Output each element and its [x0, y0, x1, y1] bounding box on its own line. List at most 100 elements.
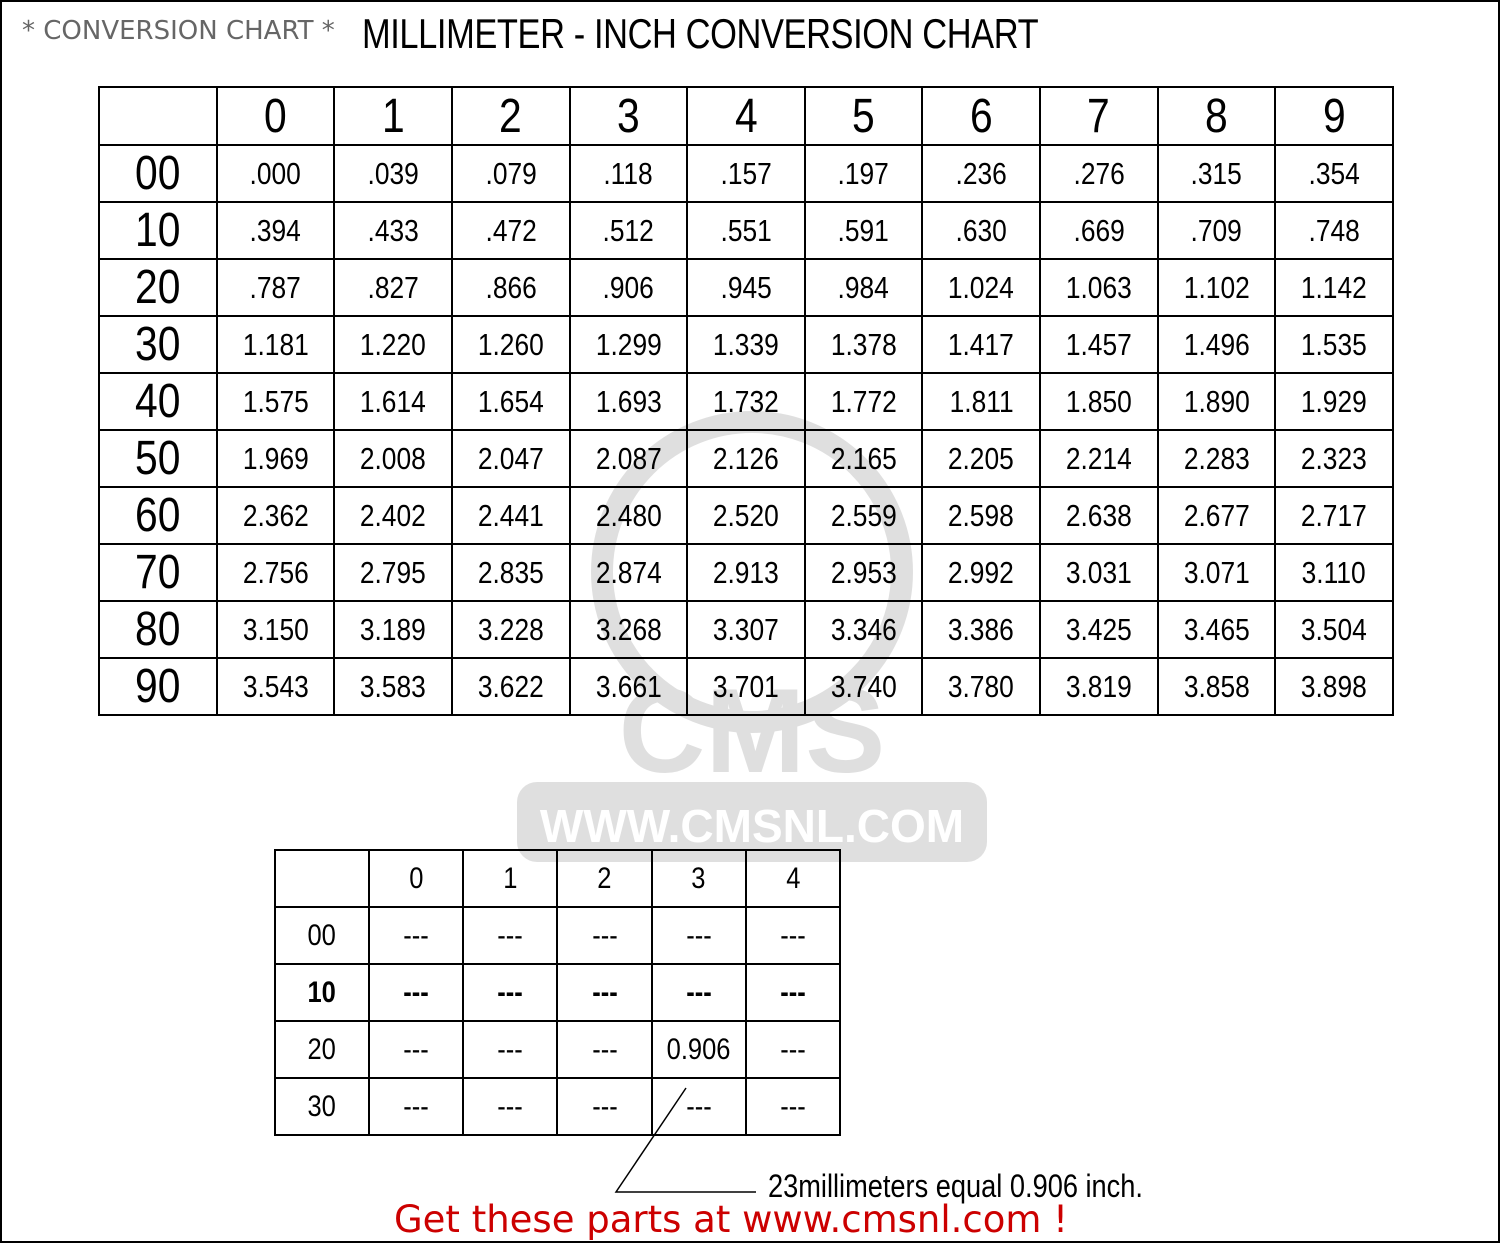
value-cell: 3.228: [450, 600, 571, 659]
row-header: 60: [98, 486, 218, 545]
value-cell: .748: [1274, 201, 1394, 260]
row-header: 00: [98, 144, 218, 203]
value-cell: .591: [803, 201, 924, 260]
table-row: 10 --- --- --- --- ---: [273, 963, 842, 1022]
cell-value: 2.756: [242, 554, 309, 590]
value-cell: 3.858: [1156, 657, 1277, 716]
table-row: 30 --- --- --- --- ---: [273, 1077, 842, 1136]
value-cell: ---: [556, 1020, 653, 1079]
cell-value: 1.969: [242, 440, 309, 476]
cell-value: 3.465: [1183, 611, 1250, 647]
table-row: 50 1.969 2.008 2.047 2.087 2.126 2.165 2.205 2.2…: [98, 429, 1394, 488]
corner-cell: [98, 86, 218, 146]
cell-value: 2.402: [360, 497, 427, 533]
value-cell: ---: [368, 1020, 465, 1079]
value-cell: 2.008: [333, 429, 453, 488]
value-cell: 1.693: [568, 372, 689, 431]
value-cell: .197: [803, 144, 924, 203]
table-row: 40 1.575 1.614 1.654 1.693 1.732 1.772 1.811 1.8…: [98, 372, 1394, 431]
value-cell: 3.150: [215, 600, 336, 659]
value-cell: .394: [215, 201, 336, 260]
value-cell: 2.559: [803, 486, 924, 545]
value-cell: 3.701: [686, 657, 806, 716]
column-header: 5: [803, 86, 924, 146]
cell-value: 3.071: [1183, 554, 1250, 590]
column-header-label: 9: [1322, 89, 1346, 143]
value-cell: 3.622: [450, 657, 571, 716]
cell-value: 3.504: [1301, 611, 1368, 647]
value-cell: .433: [333, 201, 453, 260]
value-cell: 3.583: [333, 657, 453, 716]
value-cell: 1.299: [568, 315, 689, 374]
value-cell: 2.402: [333, 486, 453, 545]
value-cell: ---: [556, 906, 653, 965]
cell-value: ---: [591, 1032, 618, 1066]
cell-value: .551: [720, 212, 772, 248]
cell-value: 2.047: [477, 440, 544, 476]
value-cell: ---: [462, 1020, 559, 1079]
cell-value: 1.378: [830, 326, 897, 362]
cell-value: 1.024: [948, 269, 1015, 305]
cell-value: ---: [780, 975, 806, 1009]
table-row: 20 --- --- --- 0.906 ---: [273, 1020, 842, 1079]
column-header: 0: [215, 86, 336, 146]
cell-value: 2.362: [242, 497, 309, 533]
value-cell: 3.898: [1274, 657, 1394, 716]
value-cell: ---: [744, 963, 842, 1022]
value-cell: ---: [650, 906, 747, 965]
cell-value: ---: [685, 1089, 712, 1123]
column-header-label: 3: [616, 89, 640, 143]
cell-value: 3.583: [360, 668, 427, 704]
cell-value: .906: [602, 269, 654, 305]
value-cell: 3.819: [1039, 657, 1159, 716]
value-cell: 1.811: [921, 372, 1041, 431]
value-cell: .866: [450, 258, 571, 317]
value-cell: 1.654: [450, 372, 571, 431]
value-cell: .472: [450, 201, 571, 260]
value-cell: 1.732: [686, 372, 806, 431]
cell-value: ---: [780, 1032, 806, 1066]
corner-cell: [273, 849, 371, 908]
value-cell: ---: [368, 906, 465, 965]
value-cell: 2.323: [1274, 429, 1394, 488]
row-header: 10: [273, 963, 371, 1022]
column-header: 6: [921, 86, 1041, 146]
table-row: 10 .394 .433 .472 .512 .551 .591 .630 .669 .709 .7…: [98, 201, 1394, 260]
value-cell: 3.307: [686, 600, 806, 659]
cell-value: .512: [602, 212, 654, 248]
column-header: 9: [1274, 86, 1394, 146]
column-header-label: 4: [734, 89, 758, 143]
value-cell: 3.071: [1156, 543, 1277, 602]
value-cell: ---: [744, 1077, 842, 1136]
column-header-label: 1: [381, 89, 405, 143]
row-header-label: 00: [307, 918, 337, 952]
value-cell: 1.614: [333, 372, 453, 431]
value-cell: 2.717: [1274, 486, 1394, 545]
cell-value: 1.102: [1183, 269, 1250, 305]
value-cell: ---: [368, 1077, 465, 1136]
mm-inch-conversion-table: 0 1 2 3 4 5 6 7 8 9 00 .000 .039 .079 .118 .157 .197 .236…: [98, 86, 1394, 716]
column-header-label: 4: [785, 861, 800, 895]
value-cell: .630: [921, 201, 1041, 260]
cell-value: 2.559: [830, 497, 897, 533]
cell-value: ---: [780, 1089, 806, 1123]
cell-value: .866: [485, 269, 537, 305]
cell-value: 3.780: [948, 668, 1015, 704]
cell-value: 2.008: [360, 440, 427, 476]
cell-value: ---: [403, 1032, 429, 1066]
cell-value: 3.425: [1065, 611, 1132, 647]
cell-value: 1.220: [360, 326, 427, 362]
cell-value: 1.654: [477, 383, 544, 419]
value-cell: 1.378: [803, 315, 924, 374]
value-cell: 3.740: [803, 657, 924, 716]
cell-value: 3.740: [830, 668, 897, 704]
cell-value: 2.087: [595, 440, 662, 476]
cell-value: ---: [497, 1032, 524, 1066]
cell-value: .197: [837, 155, 890, 191]
cell-value: 2.953: [830, 554, 897, 590]
cell-value: ---: [591, 1089, 618, 1123]
footer-link[interactable]: Get these parts at www.cmsnl.com !: [394, 1198, 1069, 1241]
table-row: 80 3.150 3.189 3.228 3.268 3.307 3.346 3.386 3.4…: [98, 600, 1394, 659]
table-row: 60 2.362 2.402 2.441 2.480 2.520 2.559 2.598 2.6…: [98, 486, 1394, 545]
value-cell: 1.535: [1274, 315, 1394, 374]
